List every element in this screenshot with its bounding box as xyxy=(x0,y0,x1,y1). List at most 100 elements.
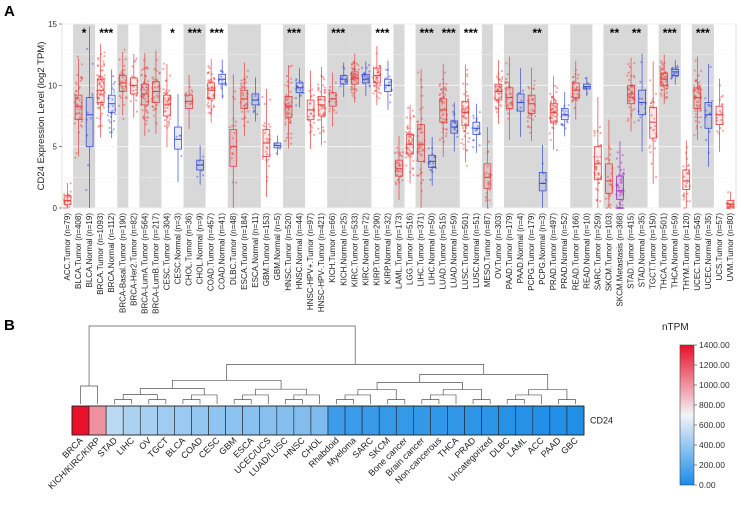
data-point xyxy=(153,82,156,85)
data-point xyxy=(478,144,481,147)
data-point xyxy=(661,63,665,67)
data-point xyxy=(309,102,312,105)
data-point xyxy=(505,62,508,65)
data-point xyxy=(211,99,214,102)
box-ov-tumor xyxy=(493,60,504,124)
data-point xyxy=(264,131,267,134)
data-point xyxy=(506,108,509,111)
data-point xyxy=(498,86,501,89)
data-point xyxy=(472,146,475,149)
data-point xyxy=(308,89,311,92)
x-tick-label: CESC.Normal (n=3) xyxy=(174,213,183,285)
x-tick-label: COAD.Tumor (n=457) xyxy=(207,213,216,292)
data-point xyxy=(307,115,310,118)
data-point xyxy=(211,86,214,89)
data-point xyxy=(560,123,563,126)
data-point xyxy=(143,97,146,100)
box-ucec-tumor xyxy=(692,56,703,140)
data-point xyxy=(290,142,293,145)
data-point xyxy=(99,93,102,96)
data-point xyxy=(179,134,182,137)
y-axis-label: CD24 Expression Level (log2 TPM) xyxy=(36,42,47,191)
dendrogram-link xyxy=(472,399,491,404)
data-point xyxy=(145,91,148,94)
data-point xyxy=(417,174,420,177)
data-point xyxy=(421,94,424,97)
data-point xyxy=(666,95,669,99)
data-point xyxy=(499,85,502,88)
data-point xyxy=(351,88,354,91)
data-point xyxy=(309,112,312,115)
data-point xyxy=(75,112,78,115)
data-point xyxy=(609,153,612,156)
data-point xyxy=(441,114,444,117)
data-point xyxy=(374,80,377,83)
data-point xyxy=(111,105,114,108)
data-point xyxy=(693,69,696,72)
data-point xyxy=(109,121,112,124)
data-point xyxy=(140,74,143,77)
x-tick-label: LUSC.Tumor (n=501) xyxy=(461,213,470,290)
data-point xyxy=(609,203,612,206)
data-point xyxy=(687,164,690,167)
data-point xyxy=(699,109,702,112)
data-point xyxy=(113,91,116,94)
data-point xyxy=(69,190,72,193)
data-point xyxy=(244,81,248,84)
x-tick-label: GBM.Normal (n=5) xyxy=(273,213,282,281)
data-point xyxy=(384,86,387,89)
data-point xyxy=(352,67,355,70)
data-point xyxy=(696,116,699,119)
data-point xyxy=(659,92,663,95)
data-point xyxy=(354,80,357,83)
data-point xyxy=(208,105,211,108)
data-point xyxy=(630,90,634,93)
data-point xyxy=(653,147,657,150)
data-point xyxy=(720,103,723,106)
data-point xyxy=(628,87,631,90)
data-point xyxy=(597,181,601,184)
box-ucs-tumor xyxy=(715,78,725,153)
data-point xyxy=(496,89,500,92)
data-point xyxy=(267,123,271,126)
data-point xyxy=(665,75,668,78)
data-point xyxy=(420,85,424,88)
data-point xyxy=(697,100,700,103)
significance-marker: * xyxy=(170,26,175,40)
data-point xyxy=(263,125,266,128)
data-point xyxy=(462,114,465,117)
data-point xyxy=(75,97,78,100)
data-point xyxy=(421,148,424,151)
data-point xyxy=(486,182,490,185)
data-point xyxy=(77,108,80,111)
data-point xyxy=(341,75,344,78)
data-point xyxy=(650,114,654,117)
heatmap-column-label: PAAD xyxy=(539,435,563,459)
data-point xyxy=(322,106,325,109)
data-point xyxy=(287,101,290,104)
data-point xyxy=(167,124,170,127)
data-point xyxy=(135,110,139,113)
data-point xyxy=(554,85,557,88)
data-point xyxy=(98,83,101,86)
data-point xyxy=(439,83,442,86)
data-point xyxy=(318,132,321,135)
data-point xyxy=(686,192,689,195)
data-point xyxy=(221,79,224,82)
data-point xyxy=(286,84,289,87)
data-point xyxy=(687,172,690,175)
data-point xyxy=(244,116,247,119)
data-point xyxy=(488,199,491,202)
box xyxy=(317,95,326,117)
data-point xyxy=(285,103,288,106)
data-point xyxy=(168,122,171,125)
data-point xyxy=(649,126,652,130)
data-point xyxy=(526,116,529,119)
data-point xyxy=(211,87,214,90)
data-point xyxy=(694,116,697,119)
data-point xyxy=(683,206,686,210)
data-point xyxy=(443,88,446,91)
data-point xyxy=(252,106,255,109)
data-point xyxy=(617,173,621,176)
data-point xyxy=(633,62,636,65)
